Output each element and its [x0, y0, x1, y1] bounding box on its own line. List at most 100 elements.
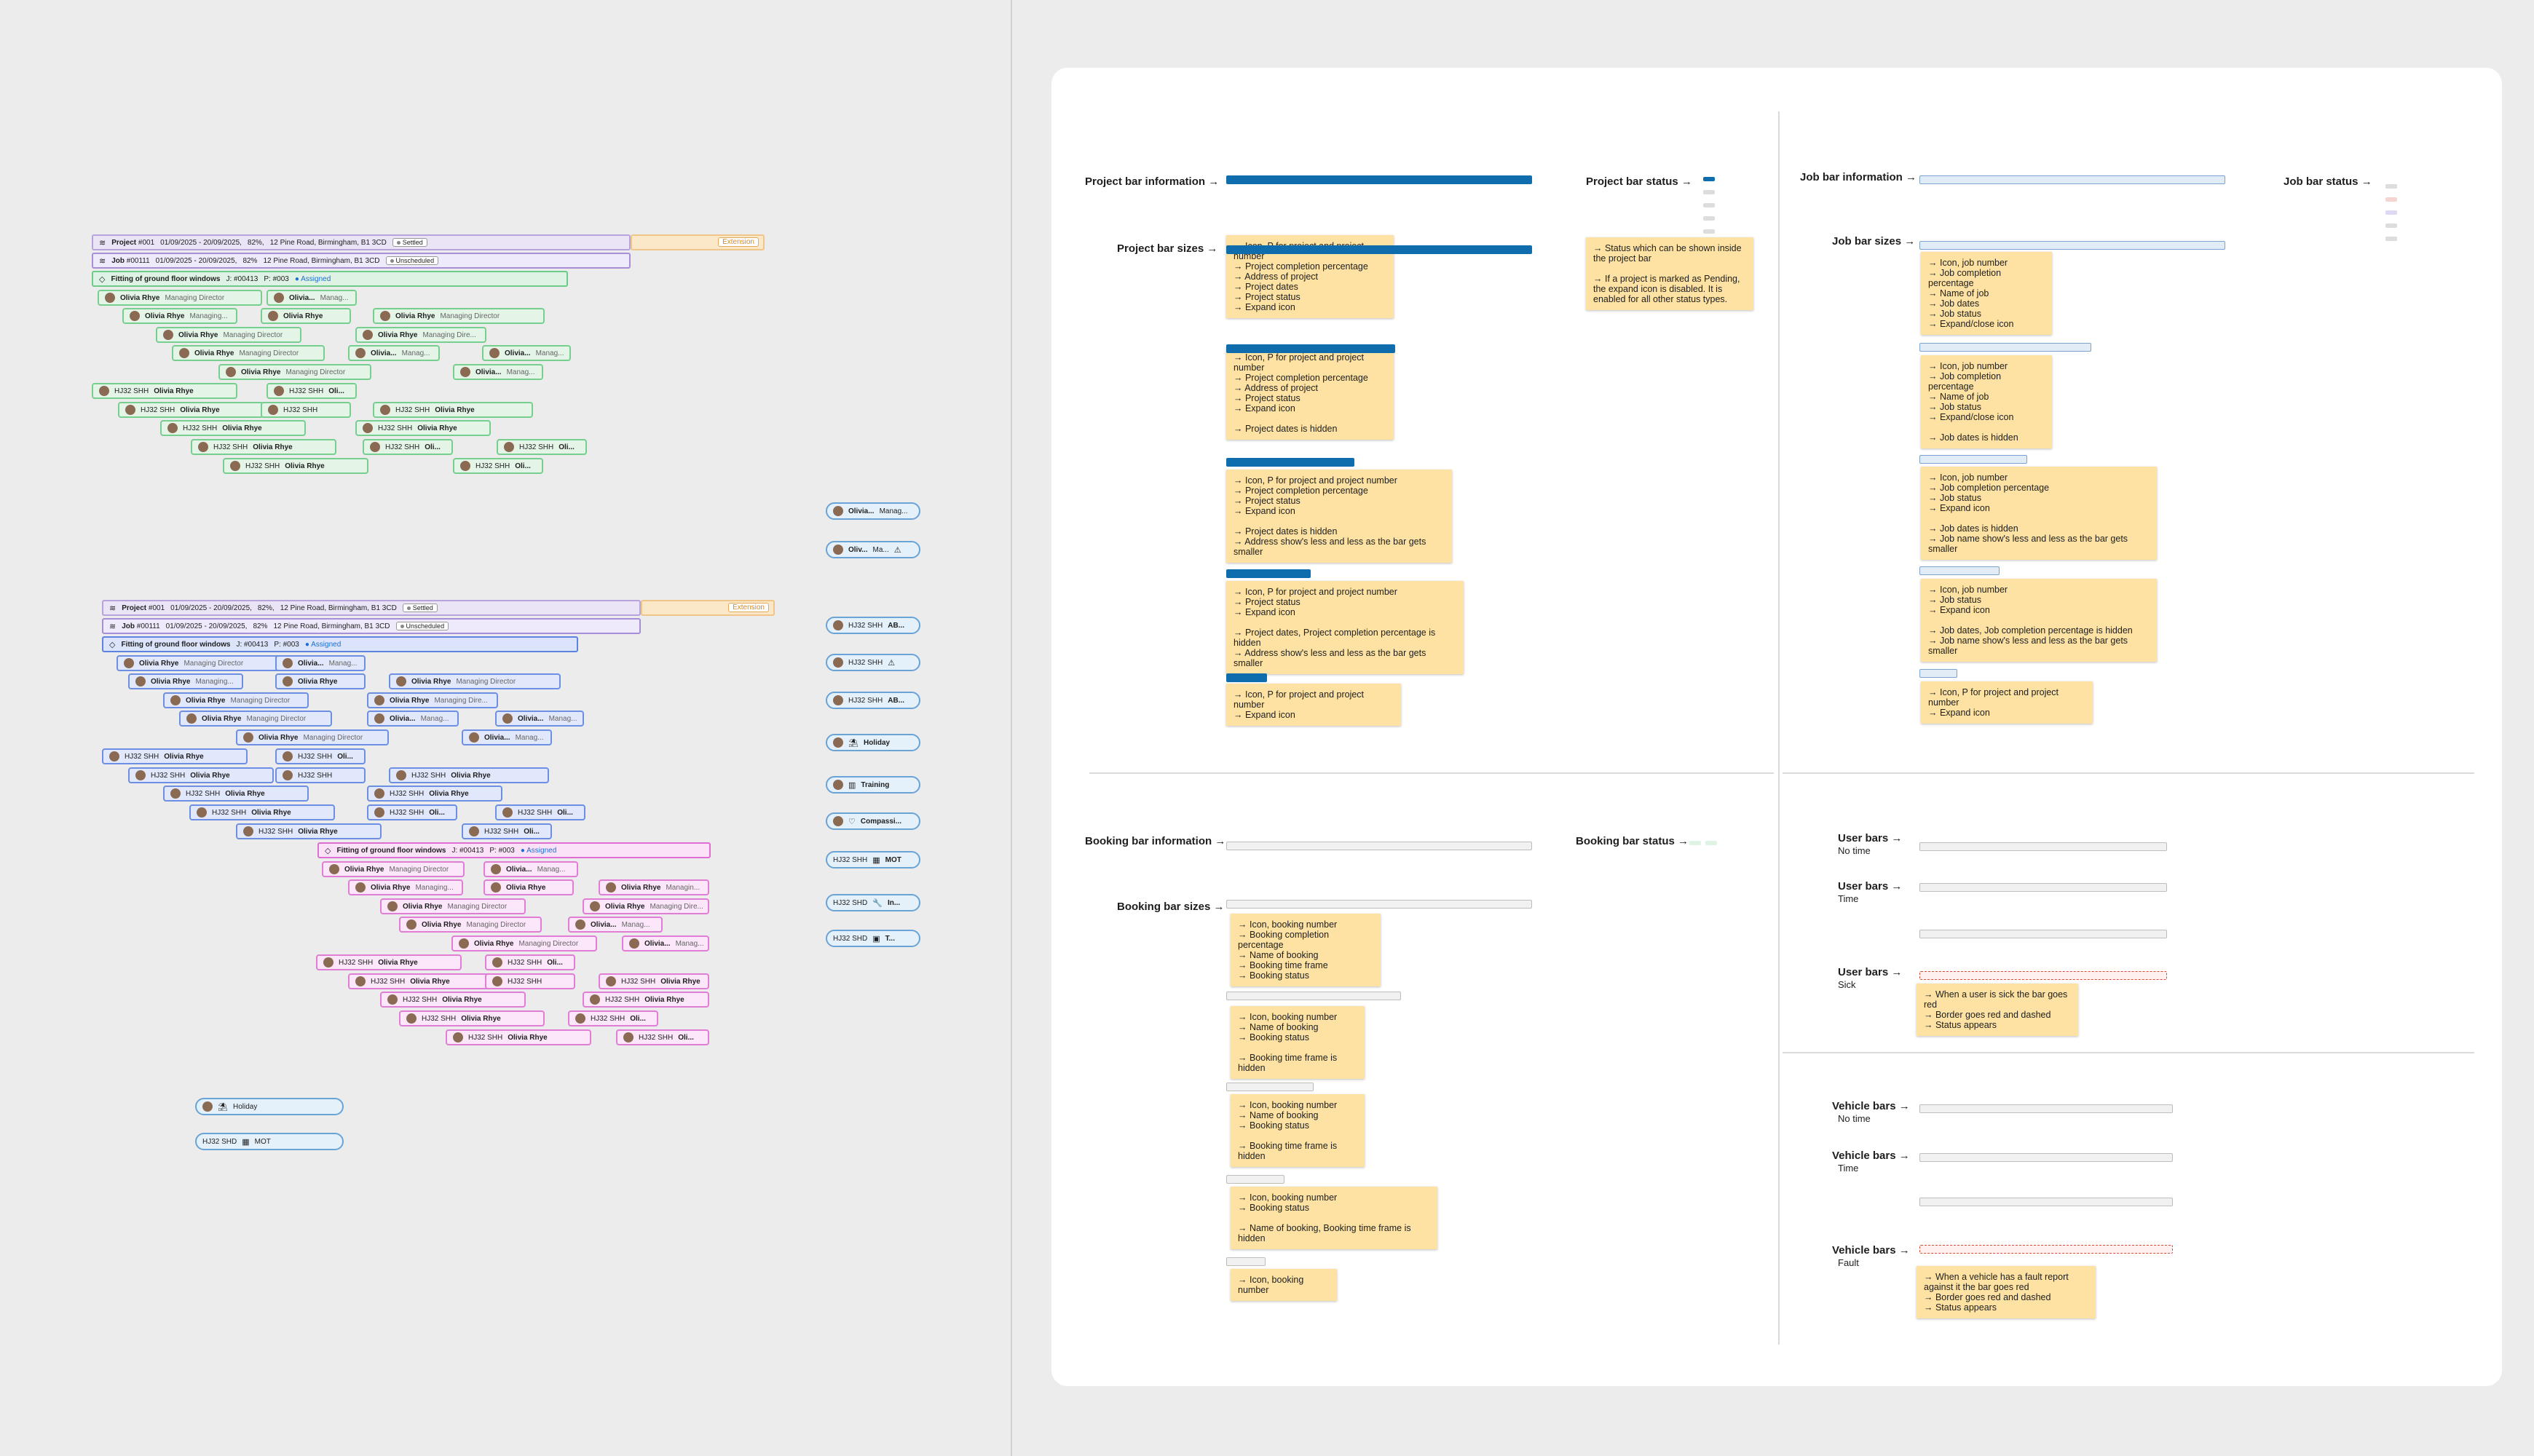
- job-prefix: Job: [111, 256, 125, 265]
- vehicle-bar[interactable]: HJ32 SHH Olivia Rhye: [599, 973, 709, 989]
- legend-pill[interactable]: HJ32 SHH ▦ MOT: [826, 851, 920, 869]
- user-bar[interactable]: Olivia Rhye Managing Director: [236, 729, 389, 745]
- user-bar[interactable]: Olivia Rhye Managing Director: [156, 327, 301, 343]
- project-bar[interactable]: ≋ Project #001 01/09/2025 - 20/09/2025, 82%…: [92, 234, 631, 250]
- user-bar[interactable]: Olivia Rhye: [261, 308, 351, 324]
- user-bar[interactable]: Olivia Rhye Managin...: [599, 879, 709, 895]
- vehicle-bar[interactable]: HJ32 SHH Olivia Rhye: [380, 992, 526, 1008]
- vehicle-bar[interactable]: HJ32 SHH Olivia Rhye: [367, 786, 502, 802]
- vehicle-bar[interactable]: HJ32 SHH Oli...: [363, 439, 453, 455]
- vehicle-bar[interactable]: HJ32 SHH Oli...: [568, 1010, 658, 1026]
- vehicle-bar[interactable]: HJ32 SHH Oli...: [497, 439, 587, 455]
- booking-bar[interactable]: ◇ Fitting of ground floor windows J: #0041…: [317, 842, 711, 858]
- section-subtitle: Fault: [1838, 1257, 1859, 1268]
- legend-pill[interactable]: HJ32 SHH AB...: [826, 692, 920, 709]
- vehicle-bar[interactable]: HJ32 SHH Olivia Rhye: [189, 804, 335, 820]
- legend-pill[interactable]: HJ32 SHD ▣ T...: [826, 930, 920, 947]
- user-bar[interactable]: Olivia Rhye Managing Director: [163, 692, 309, 708]
- booking-bar[interactable]: ◇ Fitting of ground floor windows J: #0041…: [102, 636, 578, 652]
- vehicle-bar[interactable]: HJ32 SHH Olivia Rhye: [163, 786, 309, 802]
- user-bar[interactable]: Olivia... Manag...: [462, 729, 552, 745]
- vehicle-bar-sample: [1919, 1153, 2173, 1162]
- user-bar[interactable]: Olivia... Manag...: [483, 861, 578, 877]
- user-bar[interactable]: Olivia... Manag...: [275, 655, 366, 671]
- job-number: Job #00111: [122, 622, 159, 630]
- user-bar[interactable]: Olivia Rhye Managing Director: [117, 655, 281, 671]
- vehicle-bar[interactable]: HJ32 SHH Olivia Rhye: [118, 402, 264, 418]
- vehicle-bar[interactable]: HJ32 SHH Oli...: [462, 823, 552, 839]
- user-bar[interactable]: Olivia... Manag...: [367, 711, 459, 727]
- legend-pill[interactable]: ♡ Compassi...: [826, 812, 920, 830]
- note-line: → Project status: [1234, 597, 1300, 607]
- vehicle-bar[interactable]: HJ32 SHH Olivia Rhye: [399, 1010, 545, 1026]
- job-bar[interactable]: ≋ Job #00111 01/09/2025 - 20/09/2025, 82% 12…: [92, 253, 631, 269]
- legend-pill[interactable]: ⛱ Holiday: [826, 734, 920, 751]
- legend-pill[interactable]: HJ32 SHD 🔧 In...: [826, 894, 920, 911]
- section-subtitle: Time: [1838, 893, 1859, 904]
- vehicle-bar[interactable]: HJ32 SHH Oli...: [275, 748, 366, 764]
- user-bar[interactable]: Olivia... Manag...: [348, 345, 440, 361]
- vehicle-bar[interactable]: HJ32 SHH Olivia Rhye: [92, 383, 237, 399]
- user-bar[interactable]: Olivia Rhye Managing Director: [98, 290, 262, 306]
- vehicle-bar[interactable]: HJ32 SHH Olivia Rhye: [236, 823, 382, 839]
- user-bar[interactable]: Olivia Rhye Managing Dire...: [583, 898, 709, 914]
- vehicle-bar[interactable]: HJ32 SHH Oli...: [616, 1029, 709, 1045]
- user-bar[interactable]: Olivia Rhye Managing Director: [179, 711, 332, 727]
- legend-pill[interactable]: Oliv... Ma... ⚠: [826, 541, 920, 558]
- vehicle-bar[interactable]: HJ32 SHH Oli...: [495, 804, 585, 820]
- vehicle-bar[interactable]: HJ32 SHH Olivia Rhye: [373, 402, 533, 418]
- user-bar[interactable]: Olivia Rhye Managing Director: [389, 673, 561, 689]
- holiday-bar[interactable]: ⛱ Holiday: [195, 1098, 344, 1115]
- user-bar[interactable]: Olivia Rhye Managing Director: [399, 917, 542, 933]
- user-bar[interactable]: Olivia Rhye Managing Director: [380, 898, 526, 914]
- vehicle-bar[interactable]: HJ32 SHH Olivia Rhye: [348, 973, 494, 989]
- user-bar[interactable]: Olivia Rhye Managing Dire...: [355, 327, 486, 343]
- vehicle-bar[interactable]: HJ32 SHH: [485, 973, 575, 989]
- vehicle-bar[interactable]: HJ32 SHH Oli...: [267, 383, 357, 399]
- legend-pill[interactable]: HJ32 SHH AB...: [826, 617, 920, 634]
- user-bar[interactable]: Olivia Rhye Managing...: [348, 879, 463, 895]
- vehicle-bar[interactable]: HJ32 SHH Oli...: [453, 458, 543, 474]
- vehicle-bar[interactable]: HJ32 SHH Olivia Rhye: [355, 420, 491, 436]
- user-bar[interactable]: Olivia... Manag...: [453, 364, 543, 380]
- legend-pill[interactable]: Olivia... Manag...: [826, 502, 920, 520]
- vehicle-bar[interactable]: HJ32 SHH Olivia Rhye: [583, 992, 709, 1008]
- user-bar[interactable]: Olivia Rhye Managing...: [128, 673, 243, 689]
- user-bar[interactable]: Olivia Rhye Managing Director: [373, 308, 545, 324]
- vehicle-bar[interactable]: HJ32 SHH: [275, 767, 366, 783]
- user-bar[interactable]: Olivia Rhye: [275, 673, 366, 689]
- mot-bar[interactable]: HJ32 SHD ▦ MOT: [195, 1133, 344, 1150]
- extension-bar[interactable]: Extension: [631, 234, 765, 250]
- user-bar[interactable]: Olivia Rhye Managing...: [122, 308, 237, 324]
- vehicle-bar[interactable]: HJ32 SHH Olivia Rhye: [389, 767, 549, 783]
- legend-pill[interactable]: ▥ Training: [826, 776, 920, 794]
- vehicle-bar[interactable]: HJ32 SHH Olivia Rhye: [446, 1029, 591, 1045]
- job-bar[interactable]: ≋ Job #00111 01/09/2025 - 20/09/2025, 82% 12…: [102, 618, 641, 634]
- note-line: → Name of booking: [1238, 950, 1319, 960]
- user-bar[interactable]: Olivia Rhye Managing Director: [218, 364, 371, 380]
- user-bar[interactable]: Olivia... Manag...: [568, 917, 663, 933]
- user-bar[interactable]: Olivia Rhye Managing Director: [322, 861, 465, 877]
- user-bar[interactable]: Olivia Rhye Managing Dire...: [367, 692, 498, 708]
- vehicle-bar[interactable]: HJ32 SHH Olivia Rhye: [223, 458, 368, 474]
- user-bar[interactable]: Olivia Rhye Managing Director: [451, 935, 597, 951]
- user-bar[interactable]: Olivia... Manag...: [482, 345, 571, 361]
- extension-bar[interactable]: Extension: [641, 600, 775, 616]
- user-bar[interactable]: Olivia... Manag...: [622, 935, 709, 951]
- booking-bar[interactable]: ◇ Fitting of ground floor windows J: #0041…: [92, 271, 568, 287]
- vehicle-bar[interactable]: HJ32 SHH Olivia Rhye: [316, 954, 462, 970]
- vehicle-bar[interactable]: HJ32 SHH Oli...: [367, 804, 457, 820]
- user-bar[interactable]: Olivia... Manag...: [267, 290, 357, 306]
- driver-name: Olivia Rhye: [285, 462, 325, 470]
- user-bar[interactable]: Olivia Rhye: [483, 879, 574, 895]
- user-bar[interactable]: Olivia Rhye Managing Director: [172, 345, 325, 361]
- legend-pill[interactable]: HJ32 SHH ⚠: [826, 654, 920, 671]
- vehicle-bar[interactable]: HJ32 SHH Olivia Rhye: [128, 767, 274, 783]
- vehicle-bar[interactable]: HJ32 SHH Olivia Rhye: [191, 439, 336, 455]
- project-bar[interactable]: ≋ Project #001 01/09/2025 - 20/09/2025, 82%…: [102, 600, 641, 616]
- vehicle-bar[interactable]: HJ32 SHH Olivia Rhye: [102, 748, 248, 764]
- user-bar[interactable]: Olivia... Manag...: [495, 711, 584, 727]
- vehicle-bar[interactable]: HJ32 SHH Olivia Rhye: [160, 420, 306, 436]
- vehicle-bar[interactable]: HJ32 SHH: [261, 402, 351, 418]
- vehicle-bar[interactable]: HJ32 SHH Oli...: [485, 954, 575, 970]
